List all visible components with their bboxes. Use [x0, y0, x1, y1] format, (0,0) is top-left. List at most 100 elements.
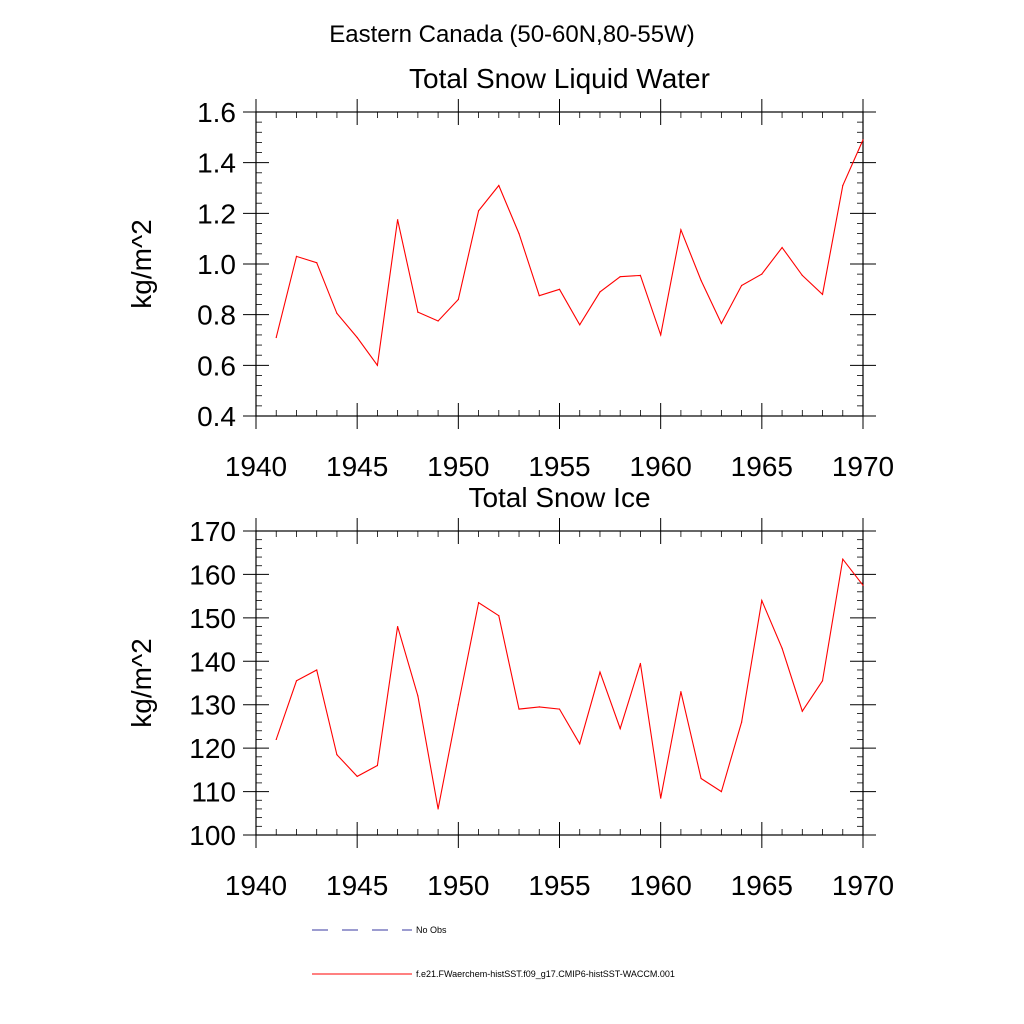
data-point — [741, 284, 743, 287]
y-tick-label: 170 — [189, 516, 236, 547]
data-point — [457, 298, 459, 301]
y-axis-label: kg/m^2 — [126, 219, 157, 308]
x-tick-label: 1960 — [630, 870, 692, 901]
data-point — [781, 246, 783, 249]
data-point — [275, 738, 277, 741]
y-tick-label: 120 — [189, 733, 236, 764]
y-tick-label: 1.6 — [197, 97, 236, 128]
data-point — [538, 706, 540, 708]
y-tick-label: 0.8 — [197, 300, 236, 331]
data-point — [538, 295, 540, 297]
x-tick-label: 1940 — [225, 870, 287, 901]
x-tick-label: 1965 — [731, 451, 793, 482]
data-point — [356, 775, 358, 777]
data-point — [821, 293, 824, 295]
y-tick-label: 1.4 — [197, 148, 236, 179]
data-point — [741, 721, 743, 723]
data-point — [639, 662, 642, 665]
series-line — [275, 139, 864, 367]
panel-snow-liquid-water: Total Snow Liquid Water 1940 1945 1950 1955 1… — [126, 63, 894, 482]
x-tick-label: 1970 — [832, 870, 894, 901]
data-point — [417, 311, 419, 313]
data-point — [720, 790, 722, 793]
data-point — [397, 219, 399, 221]
data-point — [599, 671, 601, 673]
data-point — [781, 647, 783, 649]
data-point — [376, 364, 378, 366]
x-tick-label: 1955 — [528, 451, 590, 482]
data-point — [356, 336, 358, 339]
data-point — [579, 324, 581, 326]
data-point — [639, 274, 642, 276]
y-tick-label: 0.4 — [197, 401, 236, 432]
data-point — [680, 691, 682, 693]
chart-title: Total Snow Liquid Water — [409, 63, 710, 94]
data-point — [518, 708, 520, 710]
data-point — [842, 558, 844, 560]
data-point — [295, 680, 298, 682]
data-point — [477, 210, 480, 212]
x-tick-label: 1950 — [427, 451, 489, 482]
data-point — [437, 320, 439, 322]
legend-model-label: f.e21.FWaerchem-histSST.f09_g17.CMIP6-hi… — [416, 969, 675, 979]
figure-suptitle: Eastern Canada (50-60N,80-55W) — [329, 21, 695, 48]
data-point — [761, 599, 763, 602]
data-point — [680, 229, 682, 231]
x-tick-label: 1950 — [427, 870, 489, 901]
data-point — [518, 233, 520, 235]
legend-obs-label: No Obs — [416, 925, 447, 935]
x-tick-label: 1940 — [225, 451, 287, 482]
data-point — [498, 615, 500, 617]
data-point — [801, 710, 803, 712]
x-tick-label: 1970 — [832, 451, 894, 482]
legend: No Obs f.e21.FWaerchem-histSST.f09_g17.C… — [312, 925, 675, 979]
data-point — [700, 279, 702, 282]
chart-title: Total Snow Ice — [468, 482, 650, 513]
data-point — [376, 764, 378, 767]
data-point — [336, 754, 338, 756]
data-point — [862, 139, 864, 141]
x-tick-label: 1960 — [630, 451, 692, 482]
y-axis-label: kg/m^2 — [126, 638, 157, 727]
y-tick-label: 1.0 — [197, 249, 236, 280]
y-tick-label: 110 — [191, 777, 236, 808]
data-point — [720, 322, 722, 325]
data-point — [316, 262, 318, 264]
data-point — [558, 708, 561, 710]
data-point — [599, 291, 601, 293]
data-point — [761, 273, 763, 275]
panel-snow-ice: Total Snow Ice 1940 1945 1950 1955 1960 1965 19… — [126, 482, 894, 901]
series-line — [275, 557, 864, 810]
data-point — [619, 276, 621, 278]
y-tick-label: 160 — [189, 559, 236, 590]
data-point — [660, 334, 662, 336]
data-point — [336, 312, 338, 314]
data-point — [295, 255, 298, 257]
y-tick-label: 150 — [189, 603, 236, 634]
data-point — [801, 274, 803, 276]
plot-frame — [255, 530, 864, 836]
data-point — [700, 777, 702, 780]
data-point — [457, 704, 459, 706]
x-tick-label: 1945 — [326, 451, 388, 482]
y-tick-label: 130 — [189, 690, 236, 721]
y-tick-label: 100 — [189, 820, 236, 851]
data-point — [498, 184, 500, 187]
x-tick-label: 1955 — [528, 870, 590, 901]
data-point — [821, 680, 824, 682]
data-point — [275, 336, 277, 339]
x-tick-label: 1945 — [326, 870, 388, 901]
y-tick-label: 140 — [189, 646, 236, 677]
y-tick-label: 1.2 — [197, 198, 236, 229]
data-point — [397, 625, 399, 628]
data-point — [316, 669, 318, 671]
data-point — [477, 602, 480, 604]
data-point — [437, 808, 439, 810]
data-point — [579, 743, 581, 745]
data-point — [862, 584, 864, 586]
data-point — [558, 288, 561, 290]
data-point — [417, 695, 419, 697]
data-point — [619, 728, 621, 730]
plot-frame — [255, 111, 864, 417]
